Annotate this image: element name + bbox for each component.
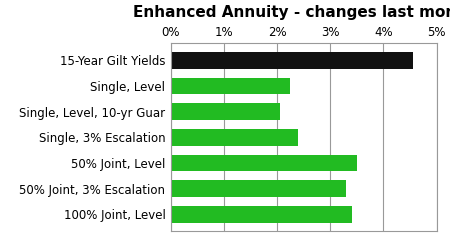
Bar <box>171 181 346 197</box>
Bar <box>171 103 280 120</box>
Bar <box>171 78 291 94</box>
Bar <box>171 129 298 146</box>
Bar <box>171 206 351 223</box>
Bar <box>171 155 357 171</box>
Title: Enhanced Annuity - changes last month: Enhanced Annuity - changes last month <box>133 5 450 20</box>
Bar <box>171 52 413 69</box>
